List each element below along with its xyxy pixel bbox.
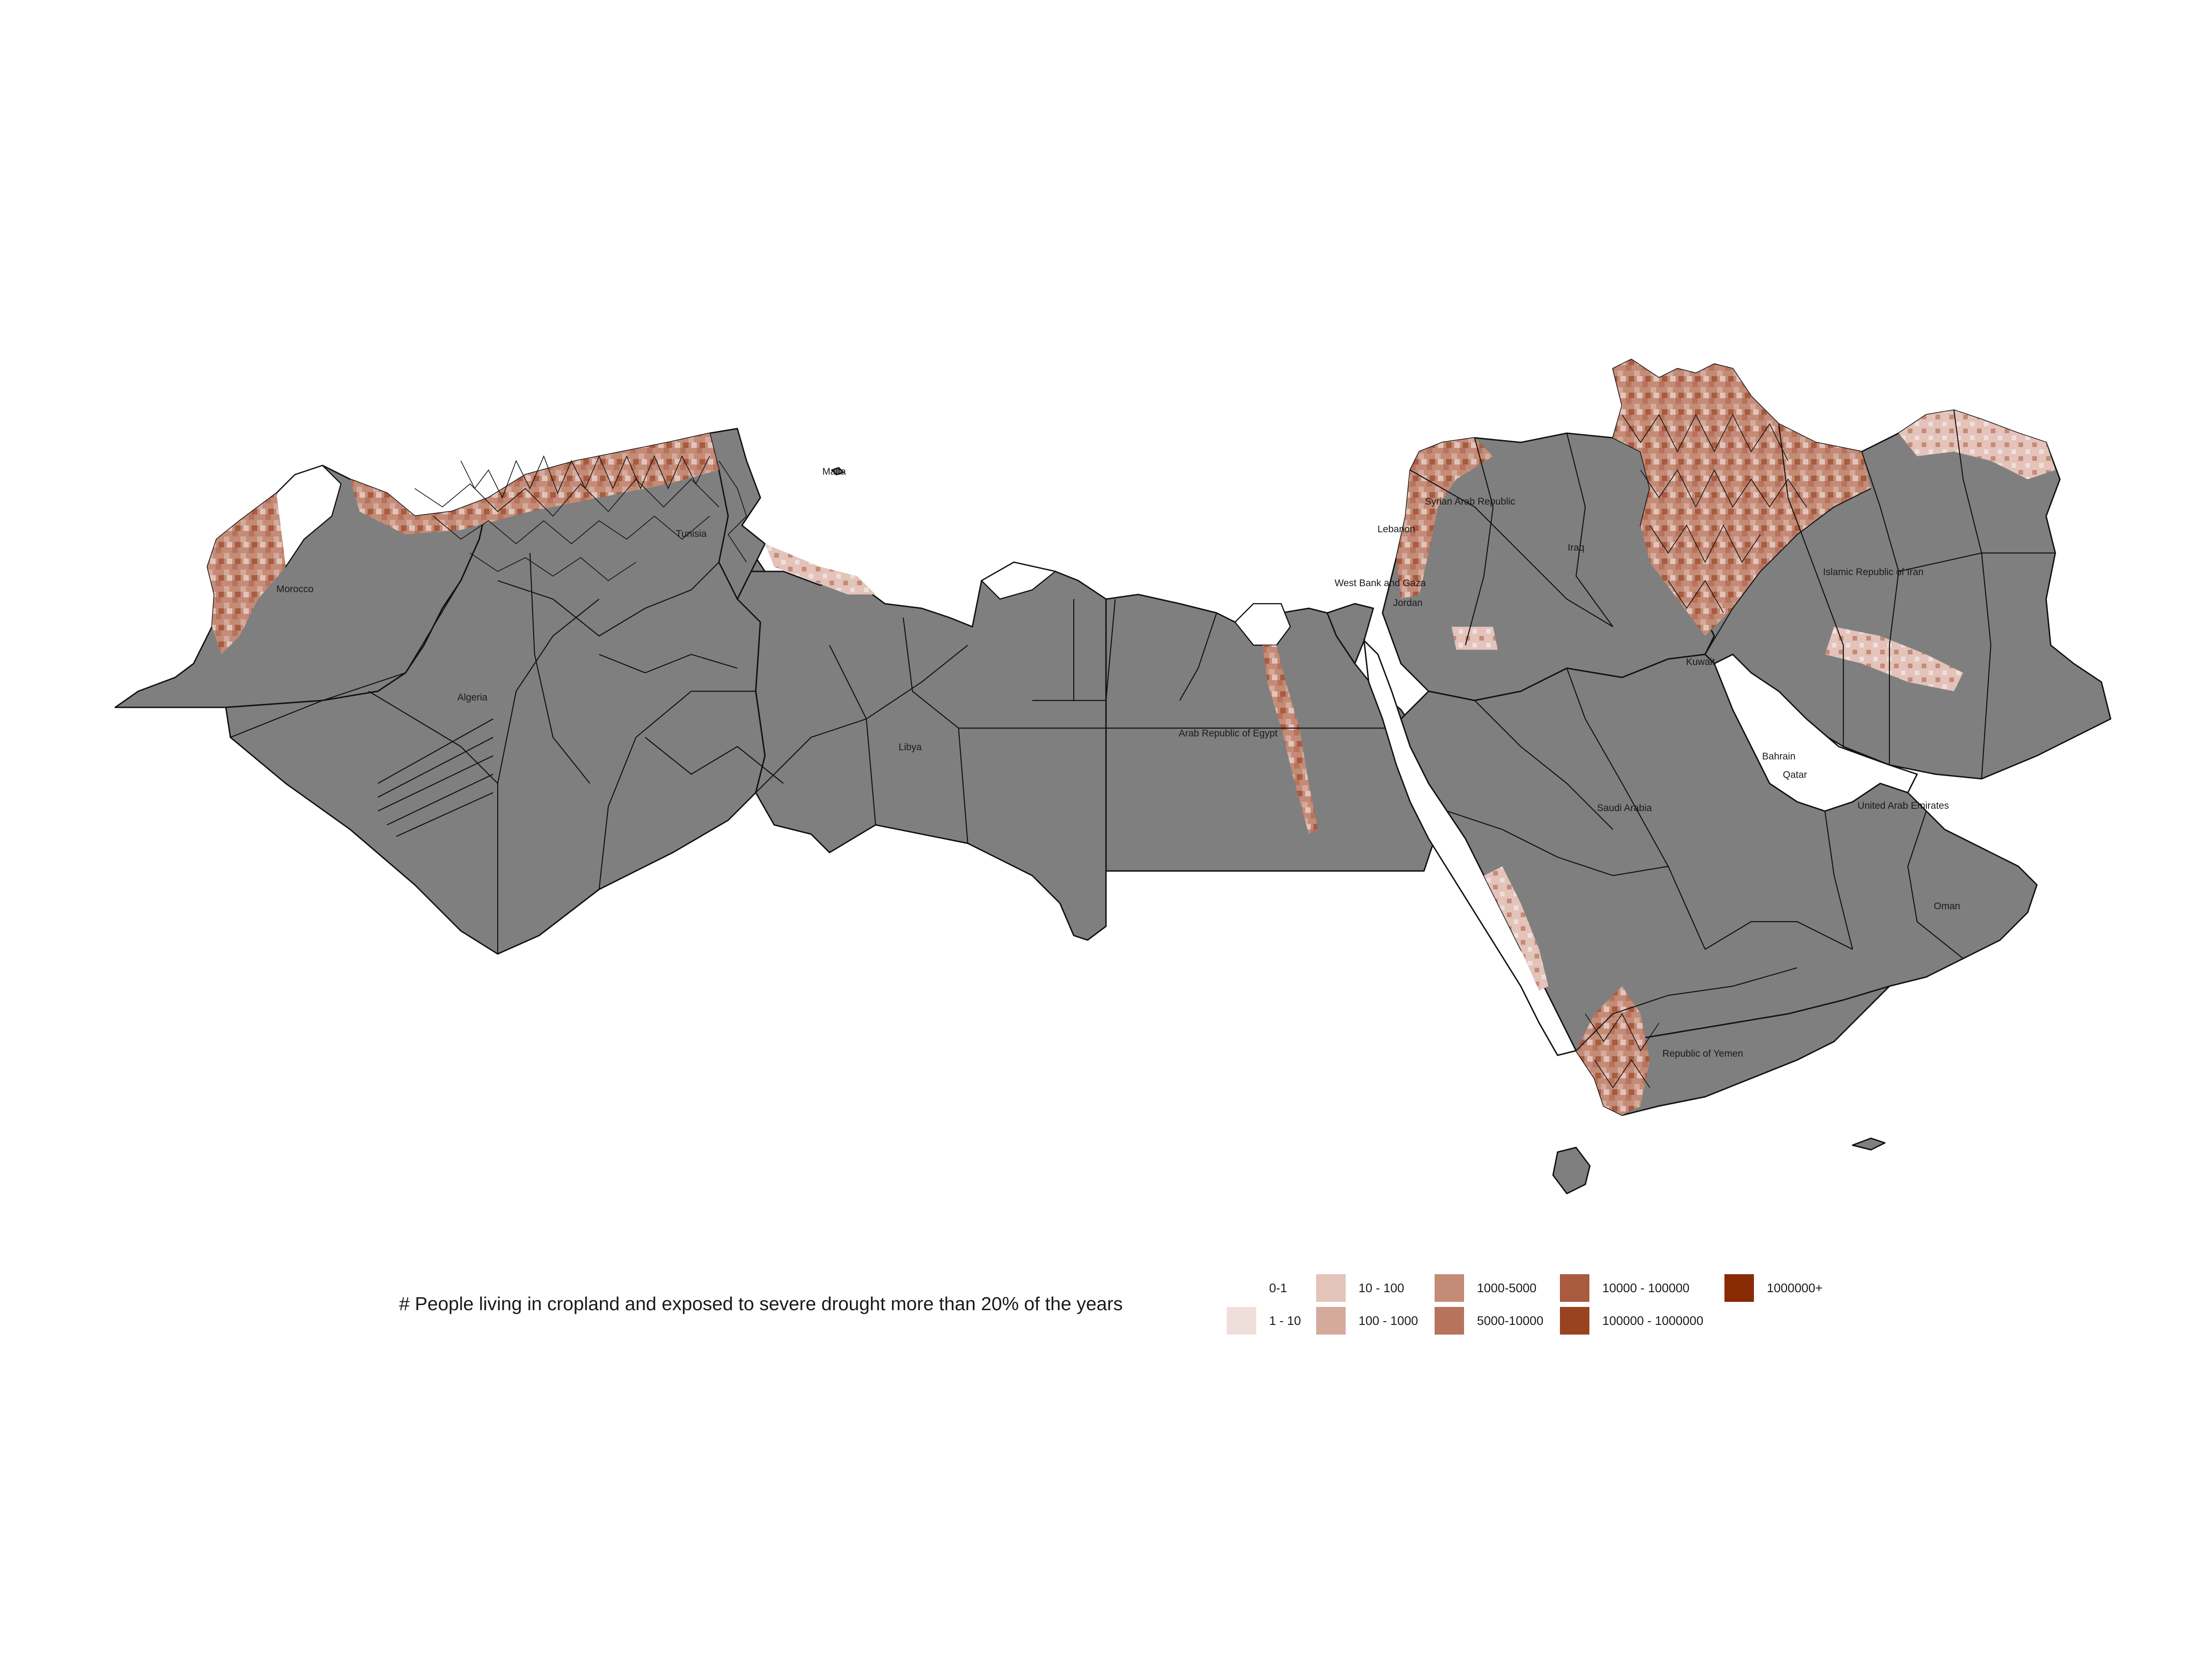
legend-swatch	[1724, 1274, 1754, 1302]
admin-boundary	[829, 645, 877, 825]
algeria-coast-drought-band	[350, 433, 719, 535]
admin-boundary	[958, 728, 969, 844]
legend-item-1000-5000: 1000-5000	[1435, 1274, 1536, 1302]
libya-coast-drought-band	[765, 544, 876, 594]
legend-swatch	[1227, 1274, 1256, 1302]
admin-boundary	[1576, 967, 1798, 1051]
country-label-libya: Libya	[899, 742, 922, 753]
iran-south-drought-patches	[1825, 627, 1963, 691]
algeria-striped-provinces	[377, 718, 494, 837]
admin-boundary	[1778, 424, 1844, 747]
yemen-highlands-drought-band	[1576, 986, 1650, 1115]
legend-swatch	[1227, 1307, 1256, 1335]
legend-label: 100 - 1000	[1359, 1313, 1418, 1328]
country-label-syria: Syrian Arab Republic	[1425, 496, 1515, 507]
country-label-oman: Oman	[1934, 901, 1960, 912]
legend-label: 10000 - 100000	[1602, 1281, 1690, 1295]
legend-label: 1000000+	[1767, 1281, 1823, 1295]
admin-boundary	[1824, 811, 1853, 950]
malta-island	[831, 467, 844, 476]
legend-swatch	[1316, 1274, 1346, 1302]
admin-boundary	[1898, 552, 2055, 572]
legend-item-5000-10000: 5000-10000	[1435, 1307, 1543, 1335]
maghreb-libya-landmass	[114, 428, 1439, 955]
admin-boundary	[1566, 433, 1613, 627]
asir-coast-drought-band	[1484, 866, 1548, 991]
country-label-bahrain: Bahrain	[1762, 751, 1795, 762]
dense-northern-admin-boundaries	[414, 455, 747, 581]
admin-boundary	[497, 599, 600, 954]
persian-gulf	[1713, 653, 1918, 812]
libya-region	[736, 561, 1107, 941]
iran-north-drought-band	[1613, 359, 1871, 636]
legend-item-100000-1000000: 100000 - 1000000	[1560, 1307, 1703, 1335]
admin-boundary	[645, 737, 784, 784]
jordan-drought-patch	[1452, 627, 1498, 650]
country-label-kuwait: Kuwait	[1686, 657, 1715, 667]
legend-title: # People living in cropland and exposed …	[399, 1293, 1123, 1314]
djibouti-region	[1552, 1147, 1591, 1194]
tunisia-region	[709, 428, 766, 600]
cyrenaica-coastal-cropland	[980, 561, 1057, 600]
nile-delta-cropland	[1234, 603, 1291, 646]
admin-boundary	[1465, 437, 1494, 646]
middle-east-landmass	[1363, 359, 2112, 1194]
legend-label: 100000 - 1000000	[1602, 1313, 1704, 1328]
country-label-west-bank: West Bank and Gaza	[1335, 578, 1426, 588]
country-label-morocco: Morocco	[276, 584, 314, 594]
legend-swatch	[1560, 1307, 1589, 1335]
admin-boundary	[230, 580, 461, 738]
admin-boundary	[1907, 811, 1964, 959]
admin-boundary	[497, 562, 719, 637]
legend-item-100-1000: 100 - 1000	[1316, 1307, 1418, 1335]
admin-boundary	[598, 690, 756, 890]
legend-label: 5000-10000	[1477, 1313, 1544, 1328]
legend-item-1-10: 1 - 10	[1227, 1307, 1301, 1335]
country-label-algeria: Algeria	[457, 692, 488, 703]
country-label-iran: Islamic Republic of Iran	[1823, 567, 1924, 577]
legend-swatch	[1435, 1274, 1464, 1302]
admin-boundary	[1566, 668, 1706, 950]
legend-swatch	[1560, 1274, 1589, 1302]
country-label-saudi: Saudi Arabia	[1597, 803, 1652, 813]
legend-item-10-100: 10 - 100	[1316, 1274, 1404, 1302]
legend-item-0-1: 0-1	[1227, 1274, 1287, 1302]
country-label-iraq: Iraq	[1568, 542, 1584, 553]
country-label-tunisia: Tunisia	[676, 529, 707, 539]
nile-valley-drought-band	[1263, 645, 1318, 834]
morocco-drought-band	[207, 493, 286, 654]
admin-boundary	[1179, 612, 1218, 701]
legend-item-10000-100000: 10000 - 100000	[1560, 1274, 1689, 1302]
legend-swatch	[1435, 1307, 1464, 1335]
country-label-yemen: Republic of Yemen	[1662, 1048, 1743, 1059]
legend-label: 1 - 10	[1269, 1313, 1301, 1328]
admin-boundary	[1105, 599, 1116, 701]
admin-boundary	[599, 653, 738, 674]
dense-iran-admin-boundaries	[1622, 414, 1807, 613]
socotra-island	[1852, 1137, 1886, 1151]
country-label-jordan: Jordan	[1393, 598, 1423, 608]
admin-boundary	[529, 553, 590, 784]
admin-boundary	[1705, 921, 1853, 950]
iran-northeast-drought-band	[1899, 410, 2055, 479]
admin-boundary	[368, 691, 498, 784]
legend-label: 1000-5000	[1477, 1281, 1537, 1295]
country-label-egypt: Arab Republic of Egypt	[1179, 728, 1278, 739]
admin-boundary	[1705, 488, 1871, 655]
admin-boundary	[1447, 810, 1669, 877]
legend-label: 0-1	[1269, 1281, 1288, 1295]
admin-boundary	[1474, 700, 1613, 830]
levant-coast-drought-band	[1396, 438, 1493, 599]
admin-boundary	[1410, 470, 1613, 627]
legend-item-1000000-plus: 1000000+	[1724, 1274, 1823, 1302]
legend-swatch	[1316, 1307, 1346, 1335]
country-label-qatar: Qatar	[1783, 770, 1807, 780]
legend-label: 10 - 100	[1359, 1281, 1405, 1295]
dense-yemen-admin-boundaries	[1585, 1013, 1659, 1088]
country-label-lebanon: Lebanon	[1377, 524, 1415, 535]
country-label-uae: United Arab Emirates	[1858, 800, 1949, 811]
country-label-malta: Malta	[822, 466, 846, 477]
admin-boundary	[902, 617, 959, 729]
